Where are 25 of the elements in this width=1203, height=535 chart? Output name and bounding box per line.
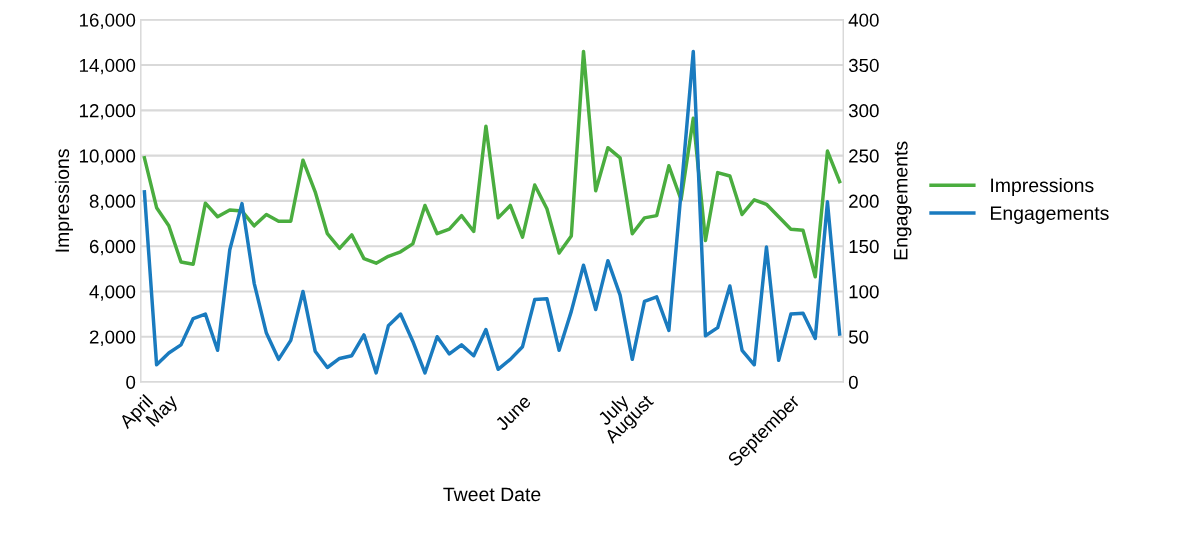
y2-axis-title: Engagements (894, 141, 912, 260)
y2-tick-label: 100 (849, 285, 879, 299)
y-tick-label: 6,000 (89, 239, 136, 256)
y2-tick-label: 0 (848, 375, 858, 389)
line-series (142, 49, 842, 279)
line-series (142, 49, 842, 375)
y2-tick-label: 200 (849, 194, 879, 208)
legend-label: Engagements (990, 206, 1109, 224)
y2-tick-label: 250 (849, 149, 879, 163)
y-tick-label: 2,000 (89, 330, 136, 346)
y2-tick-label: 300 (848, 104, 879, 118)
y-tick-label: 14,000 (79, 58, 136, 75)
y-axis-title: Impressions (54, 149, 73, 252)
y-tick-label: 8,000 (89, 194, 136, 211)
x-axis-title: Tweet Date (443, 487, 541, 502)
y2-tick-label: 50 (848, 330, 869, 344)
y-tick-label: 16,000 (79, 13, 136, 29)
y-tick-label: 12,000 (79, 104, 136, 120)
legend-label: Impressions (991, 177, 1094, 197)
y2-tick-label: 400 (848, 13, 879, 27)
y-tick-label: 0 (126, 375, 136, 389)
y2-tick-label: 350 (848, 58, 879, 73)
y2-tick-label: 150 (849, 239, 879, 254)
y-tick-label: 4,000 (89, 285, 136, 301)
y-tick-label: 10,000 (79, 149, 136, 165)
